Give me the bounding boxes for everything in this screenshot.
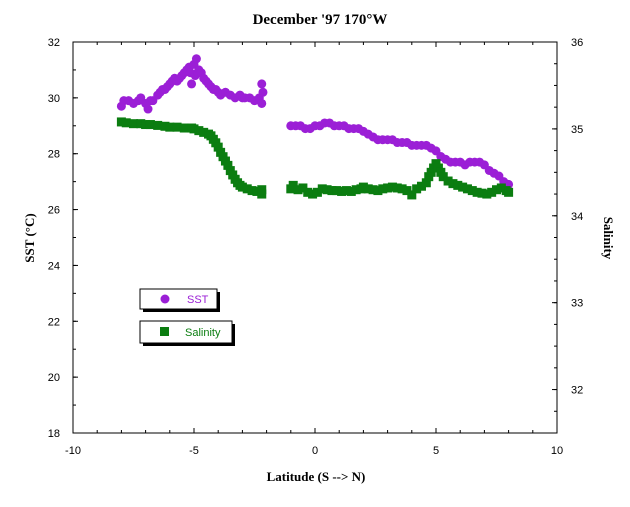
data-point-salinity [504, 188, 513, 197]
legend-sst-marker [161, 295, 170, 304]
y-left-tick-label: 30 [48, 93, 60, 105]
legend-sst-label: SST [187, 294, 209, 306]
x-tick-label: 5 [433, 445, 439, 457]
y-left-tick-label: 20 [48, 372, 60, 384]
y-left-tick-label: 18 [48, 428, 60, 440]
y-right-tick-label: 33 [571, 298, 583, 310]
data-point-sst [144, 105, 153, 114]
x-tick-label: -5 [189, 445, 199, 457]
y-right-tick-label: 34 [571, 211, 583, 223]
legend-salinity-marker [160, 327, 169, 336]
x-axis-title: Latitude (S --> N) [267, 469, 366, 484]
y-left-axis-title: SST (°C) [22, 213, 37, 262]
x-tick-label: 10 [551, 445, 563, 457]
legend: SST Salinity [140, 289, 235, 346]
y-right-tick-label: 35 [571, 124, 583, 136]
x-tick-label: -10 [65, 445, 81, 457]
y-right-tick-label: 36 [571, 37, 583, 49]
y-left-tick-label: 26 [48, 205, 60, 217]
y-right-tick-label: 32 [571, 385, 583, 397]
y-left-tick-label: 28 [48, 149, 60, 161]
y-left-tick-label: 22 [48, 316, 60, 328]
series-sst [117, 54, 513, 189]
data-point-sst [192, 54, 201, 63]
chart-title: December '97 170°W [253, 12, 388, 28]
legend-item-sst: SST [140, 289, 220, 312]
series-layer [117, 54, 513, 199]
x-tick-label: 0 [312, 445, 318, 457]
legend-salinity-label: Salinity [185, 327, 221, 339]
data-point-sst [257, 79, 266, 88]
y-right-axis-title: Salinity [601, 217, 616, 260]
legend-item-salinity: Salinity [140, 321, 235, 346]
data-point-sst [257, 99, 266, 108]
data-point-salinity [257, 185, 266, 194]
data-point-sst [258, 88, 267, 97]
data-point-sst [187, 79, 196, 88]
y-left-tick-label: 32 [48, 37, 60, 49]
y-left-tick-label: 24 [48, 260, 60, 272]
